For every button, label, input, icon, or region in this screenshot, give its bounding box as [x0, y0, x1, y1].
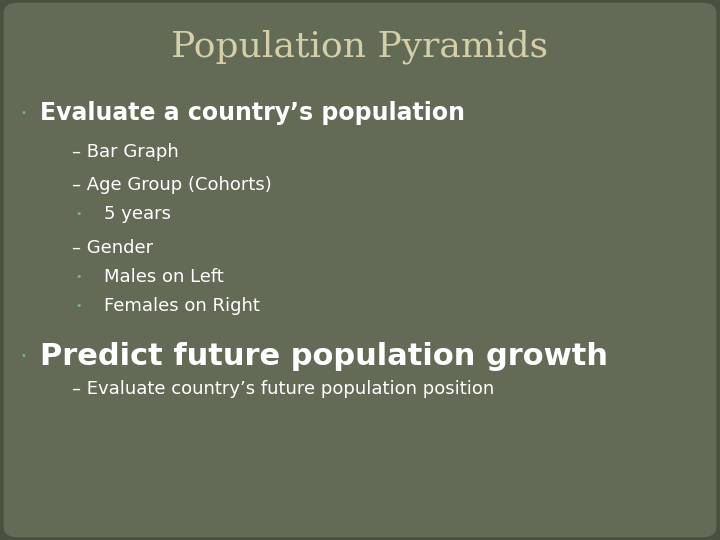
Text: Females on Right: Females on Right [104, 297, 260, 315]
Text: – Age Group (Cohorts): – Age Group (Cohorts) [72, 177, 271, 194]
Text: •: • [76, 272, 82, 282]
Text: Population Pyramids: Population Pyramids [171, 30, 549, 64]
Text: – Gender: – Gender [72, 239, 153, 256]
Text: – Bar Graph: – Bar Graph [72, 143, 179, 161]
Text: •: • [76, 210, 82, 219]
Text: •: • [76, 301, 82, 311]
Text: Evaluate a country’s population: Evaluate a country’s population [40, 102, 464, 125]
Text: •: • [20, 109, 26, 118]
Text: Males on Left: Males on Left [104, 268, 224, 286]
Text: •: • [20, 352, 26, 361]
FancyBboxPatch shape [4, 3, 716, 537]
Text: Predict future population growth: Predict future population growth [40, 342, 608, 371]
Text: 5 years: 5 years [104, 206, 171, 224]
Text: – Evaluate country’s future population position: – Evaluate country’s future population p… [72, 381, 494, 399]
